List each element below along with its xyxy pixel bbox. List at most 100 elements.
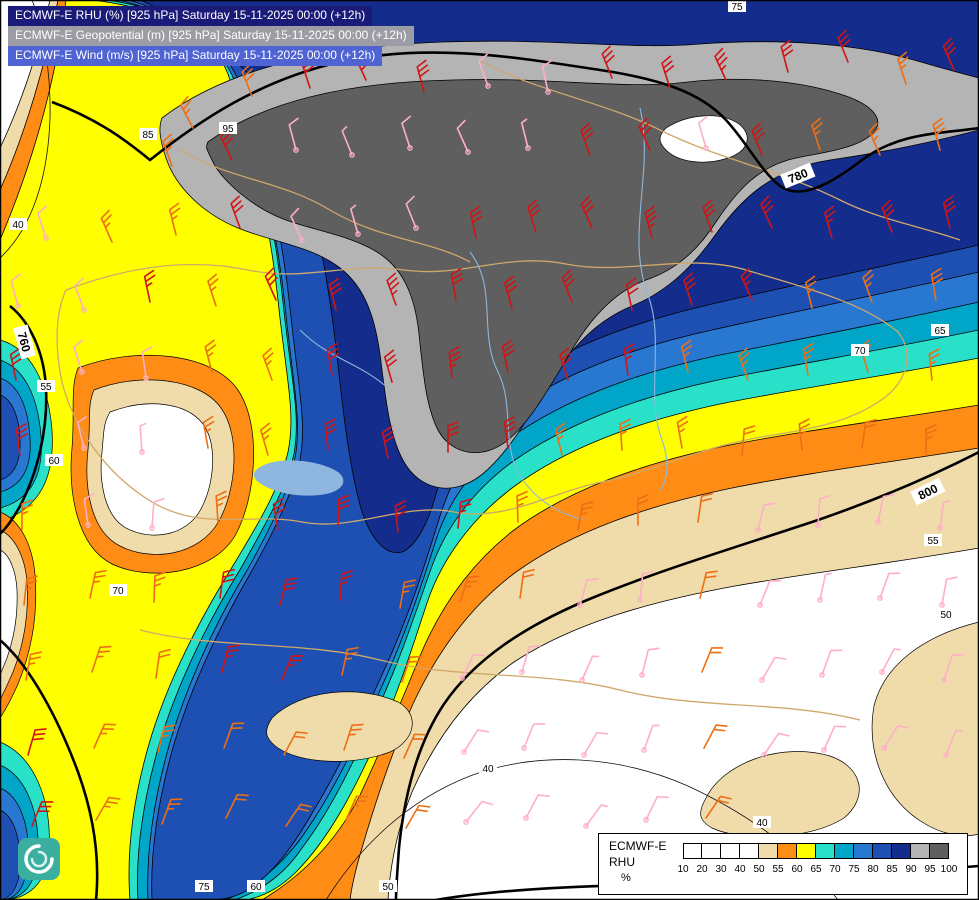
wind-barb-glyph xyxy=(501,339,515,373)
wind-barb xyxy=(942,195,956,229)
wind-barb xyxy=(504,275,517,309)
wind-barb xyxy=(680,339,693,373)
calm-circle xyxy=(461,749,467,755)
legend-tick: 85 xyxy=(886,864,898,875)
wind-barb xyxy=(868,122,881,156)
wind-barb xyxy=(738,347,750,381)
wind-barb-glyph xyxy=(703,724,728,749)
calm-circle xyxy=(465,149,471,155)
wind-barb xyxy=(579,655,600,683)
wind-barb-glyph xyxy=(868,122,881,156)
wind-barb-glyph xyxy=(457,498,472,529)
wind-barb-glyph xyxy=(179,96,194,129)
wind-barb xyxy=(639,647,660,678)
wind-barb-glyph xyxy=(450,267,464,301)
wind-barb-glyph xyxy=(759,580,782,606)
rhu-contour-label: 75 xyxy=(195,880,213,893)
wind-barb-glyph xyxy=(504,275,517,309)
wind-barb xyxy=(637,570,654,603)
wind-barb-glyph xyxy=(394,500,407,533)
rhu-label-text: 40 xyxy=(12,220,24,231)
calm-circle xyxy=(819,672,825,678)
wind-barb xyxy=(76,415,88,451)
wind-barb xyxy=(341,125,355,158)
wind-barb xyxy=(207,273,219,307)
wind-barb-glyph xyxy=(862,269,874,303)
wind-barb xyxy=(384,349,397,383)
wind-barb xyxy=(521,723,546,751)
wind-barb-glyph xyxy=(738,347,750,381)
wind-barb-glyph xyxy=(290,207,303,241)
rhu-contour-label: 60 xyxy=(247,880,265,893)
rhu-contour-label: 70 xyxy=(851,344,869,357)
wind-barb xyxy=(161,798,183,825)
title-wind: ECMWF-E Wind (m/s) [925 hPa] Saturday 15… xyxy=(8,46,383,66)
calm-circle xyxy=(703,145,709,151)
wind-barb xyxy=(143,269,156,303)
country-border xyxy=(56,260,908,525)
wind-barb xyxy=(583,804,608,829)
wind-barb xyxy=(928,348,941,381)
calm-circle xyxy=(815,522,821,528)
wind-barb-glyph xyxy=(324,418,337,451)
wind-barb-glyph xyxy=(350,204,359,235)
wind-barb xyxy=(641,724,660,753)
legend-color-cells xyxy=(683,843,949,859)
wind-barb xyxy=(343,723,364,751)
wind-barb-glyph xyxy=(241,63,255,97)
rhu-contour-label: 60 xyxy=(45,454,63,467)
wind-barb-glyph xyxy=(580,195,594,229)
wind-barb-glyph xyxy=(343,723,364,751)
calm-circle xyxy=(937,525,943,531)
rhu-label-box xyxy=(219,122,237,134)
wind-barb-glyph xyxy=(93,723,117,749)
legend-param-label: RHU xyxy=(609,855,635,869)
wind-barb-glyph xyxy=(37,205,48,239)
wind-barb xyxy=(503,416,516,449)
legend-cell xyxy=(816,843,835,859)
wind-barb xyxy=(350,204,361,237)
wind-barb xyxy=(416,59,430,93)
rhu-label-text: 60 xyxy=(250,882,262,893)
geopotential-label: 760 xyxy=(13,324,36,360)
wind-barb-glyph xyxy=(448,346,461,379)
lake xyxy=(254,460,344,496)
wind-barb xyxy=(941,653,964,683)
wind-barb-glyph xyxy=(260,422,272,456)
calm-circle xyxy=(79,369,85,375)
wind-barb-glyph xyxy=(676,415,689,449)
legend-cell xyxy=(892,843,911,859)
wind-barb xyxy=(141,346,153,381)
rhu-label-box xyxy=(37,380,55,392)
se-tan-3 xyxy=(266,691,413,762)
wind-barb-glyph xyxy=(837,29,851,63)
calm-circle xyxy=(139,449,145,455)
legend-tick: 55 xyxy=(772,864,784,875)
legend-cell xyxy=(911,843,930,859)
wind-barb xyxy=(501,339,515,373)
wind-barb-glyph xyxy=(157,724,176,753)
rhu-contour-label: 40 xyxy=(479,762,497,775)
wind-barb-glyph xyxy=(625,277,639,311)
wind-barb xyxy=(580,122,594,156)
wind-barb-glyph xyxy=(541,59,553,93)
wind-barb-glyph xyxy=(930,267,944,301)
wind-barb xyxy=(401,655,422,683)
wind-barb xyxy=(757,580,782,608)
rhu-label-text: 95 xyxy=(222,124,234,135)
wind-barb xyxy=(699,570,718,599)
rhu-band-95 xyxy=(206,78,879,454)
wind-barb-glyph xyxy=(141,346,153,379)
wind-barb xyxy=(939,576,958,608)
wind-barb-glyph xyxy=(230,195,244,229)
legend-cell xyxy=(740,843,759,859)
wind-barb-glyph xyxy=(143,269,156,303)
rhu-contour-label: 85 xyxy=(139,128,157,141)
wind-barb-glyph xyxy=(580,122,594,156)
wind-barb-glyph xyxy=(15,423,28,456)
wind-barb-glyph xyxy=(645,795,669,821)
wind-barb xyxy=(450,267,464,301)
wind-barb xyxy=(37,205,49,241)
wind-barb-glyph xyxy=(447,421,459,453)
wind-barb-glyph xyxy=(23,575,38,606)
